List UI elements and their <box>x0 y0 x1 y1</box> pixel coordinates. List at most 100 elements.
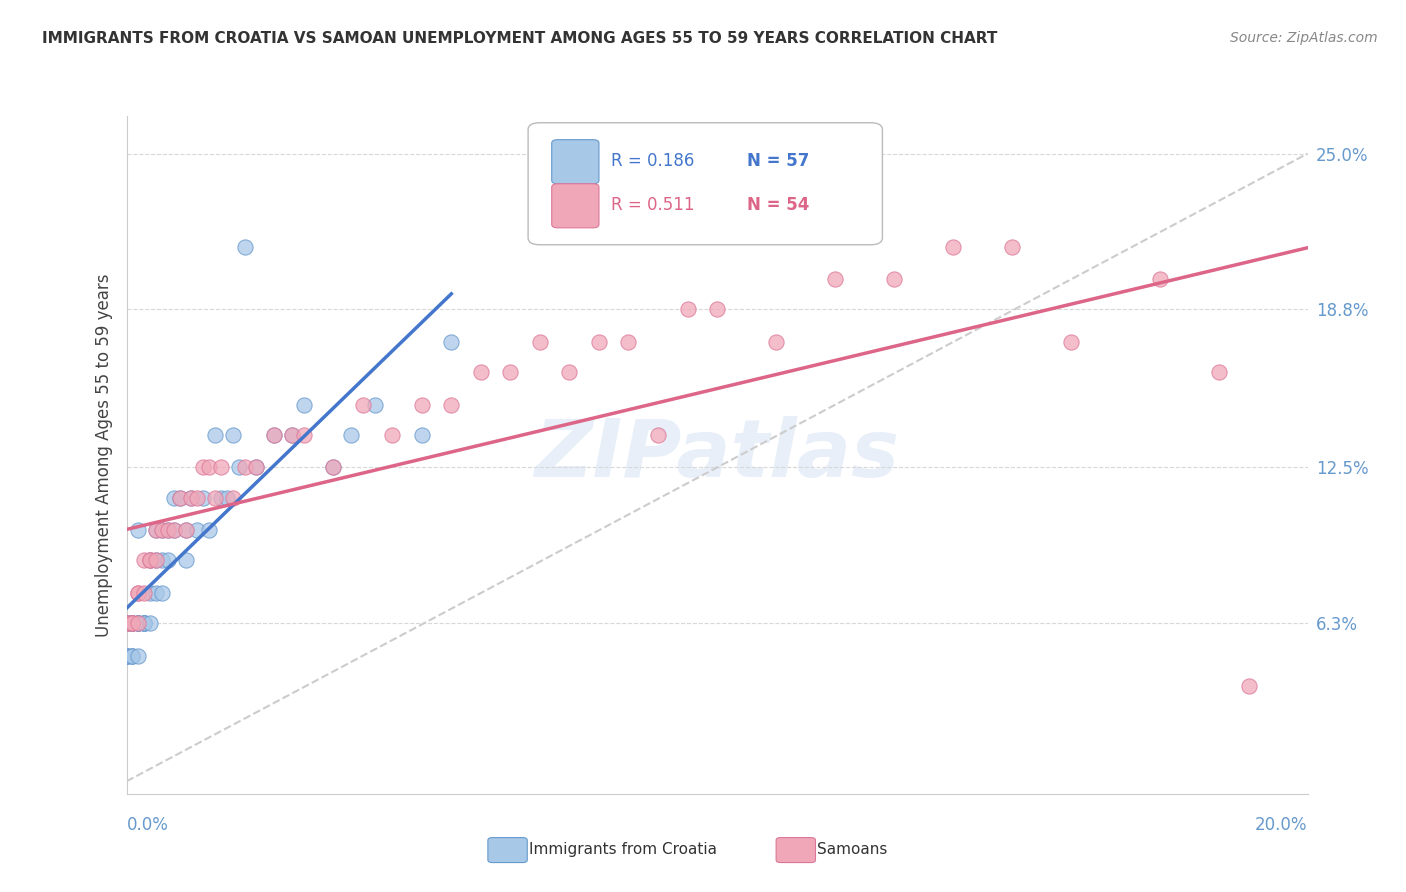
Point <box>174 523 197 537</box>
Point <box>163 491 186 505</box>
Point <box>340 427 363 442</box>
Point <box>150 523 173 537</box>
Point <box>363 398 385 412</box>
Point <box>134 616 156 631</box>
Point <box>706 302 728 317</box>
Point <box>115 616 138 631</box>
Point <box>411 398 433 412</box>
Point <box>121 616 143 631</box>
Point <box>193 460 215 475</box>
Point <box>127 616 149 631</box>
Point <box>222 491 245 505</box>
Point <box>169 491 191 505</box>
Text: 0.0%: 0.0% <box>127 816 169 834</box>
Point <box>121 616 143 631</box>
Point <box>215 491 238 505</box>
Point <box>121 616 143 631</box>
Point <box>121 616 143 631</box>
Point <box>558 365 581 379</box>
Point <box>163 523 186 537</box>
Point <box>145 553 167 567</box>
Point <box>134 616 156 631</box>
Point <box>121 616 143 631</box>
Point <box>204 427 226 442</box>
Y-axis label: Unemployment Among Ages 55 to 59 years: Unemployment Among Ages 55 to 59 years <box>94 273 112 637</box>
Point <box>209 460 232 475</box>
Point <box>139 553 162 567</box>
Point <box>440 334 463 349</box>
Point <box>150 586 173 600</box>
Point <box>115 616 138 631</box>
Point <box>322 460 344 475</box>
FancyBboxPatch shape <box>529 123 883 244</box>
Point <box>245 460 267 475</box>
Point <box>198 523 221 537</box>
Point <box>588 334 610 349</box>
Point <box>263 427 285 442</box>
Point <box>121 616 143 631</box>
Text: N = 54: N = 54 <box>747 196 808 214</box>
Point <box>156 553 179 567</box>
Point <box>134 586 156 600</box>
Text: R = 0.511: R = 0.511 <box>610 196 695 214</box>
Point <box>127 523 149 537</box>
Point <box>115 648 138 663</box>
Point <box>233 239 256 253</box>
Point <box>115 616 138 631</box>
Point <box>411 427 433 442</box>
Text: 20.0%: 20.0% <box>1256 816 1308 834</box>
Point <box>115 616 138 631</box>
Point <box>150 523 173 537</box>
Point <box>145 523 167 537</box>
Point <box>529 334 551 349</box>
Point <box>245 460 267 475</box>
Point <box>139 553 162 567</box>
Point <box>499 365 522 379</box>
Point <box>281 427 304 442</box>
Point <box>1001 239 1024 253</box>
Point <box>121 648 143 663</box>
Point <box>174 553 197 567</box>
Point <box>127 616 149 631</box>
Point <box>281 427 304 442</box>
Point <box>883 272 905 286</box>
Point <box>263 427 285 442</box>
Point <box>139 553 162 567</box>
Point <box>174 523 197 537</box>
Point <box>145 523 167 537</box>
Point <box>134 616 156 631</box>
Point <box>1237 679 1260 693</box>
Point <box>1149 272 1171 286</box>
Text: IMMIGRANTS FROM CROATIA VS SAMOAN UNEMPLOYMENT AMONG AGES 55 TO 59 YEARS CORRELA: IMMIGRANTS FROM CROATIA VS SAMOAN UNEMPL… <box>42 31 997 46</box>
Point <box>440 398 463 412</box>
Point <box>127 616 149 631</box>
Text: Source: ZipAtlas.com: Source: ZipAtlas.com <box>1230 31 1378 45</box>
Text: ZIPatlas: ZIPatlas <box>534 416 900 494</box>
Point <box>1060 334 1083 349</box>
Point <box>228 460 250 475</box>
Point <box>180 491 202 505</box>
Point <box>139 616 162 631</box>
FancyBboxPatch shape <box>551 184 599 227</box>
Text: Immigrants from Croatia: Immigrants from Croatia <box>529 842 717 856</box>
Point <box>127 648 149 663</box>
Point <box>127 616 149 631</box>
Point <box>824 272 846 286</box>
Point <box>156 523 179 537</box>
Point <box>134 616 156 631</box>
Point <box>139 586 162 600</box>
Point <box>163 523 186 537</box>
Text: N = 57: N = 57 <box>747 153 808 170</box>
Point <box>180 491 202 505</box>
Point <box>115 648 138 663</box>
Point <box>198 460 221 475</box>
Point <box>115 648 138 663</box>
Point <box>156 523 179 537</box>
Point <box>676 302 699 317</box>
Point <box>381 427 404 442</box>
Point <box>127 586 149 600</box>
Point <box>322 460 344 475</box>
Point <box>145 586 167 600</box>
Point <box>169 491 191 505</box>
Point <box>204 491 226 505</box>
